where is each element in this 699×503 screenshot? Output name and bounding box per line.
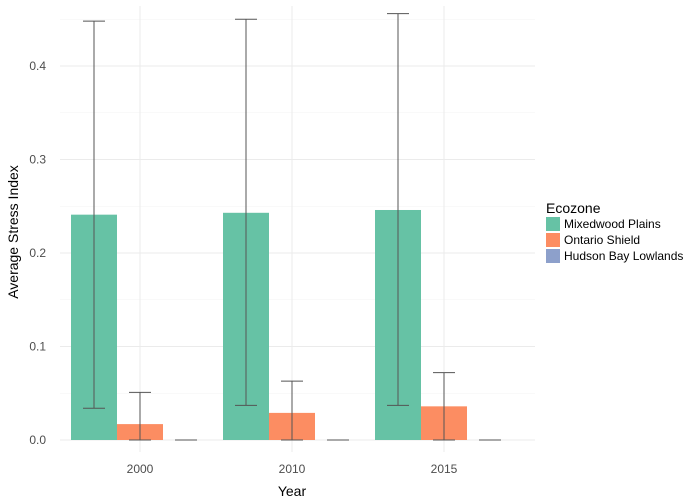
x-axis-ticks: 2000 2010 2015: [127, 462, 458, 476]
y-tick-label: 0.1: [29, 340, 46, 354]
y-axis-title: Average Stress Index: [5, 165, 21, 299]
legend: Ecozone Mixedwood Plains Ontario Shield Hu…: [546, 200, 683, 263]
legend-label: Ontario Shield: [564, 233, 640, 247]
y-tick-label: 0.2: [29, 246, 46, 260]
legend-swatch: [546, 217, 560, 231]
y-tick-label: 0.4: [29, 59, 46, 73]
y-axis-ticks: 0.0 0.1 0.2 0.3 0.4: [29, 59, 46, 447]
error-bar: [129, 391, 151, 441]
error-bar: [83, 20, 105, 409]
error-bar: [235, 18, 257, 406]
legend-label: Mixedwood Plains: [564, 217, 661, 231]
x-tick-label: 2010: [279, 462, 306, 476]
legend-items: Mixedwood Plains Ontario Shield Hudson Bay…: [546, 217, 683, 263]
error-bar: [387, 13, 409, 406]
legend-title: Ecozone: [546, 200, 601, 216]
legend-swatch: [546, 249, 560, 263]
error-bar: [433, 372, 455, 441]
y-tick-label: 0.3: [29, 153, 46, 167]
y-tick-label: 0.0: [29, 433, 46, 447]
x-tick-label: 2015: [431, 462, 458, 476]
legend-label: Hudson Bay Lowlands: [564, 249, 683, 263]
legend-swatch: [546, 233, 560, 247]
error-bar: [281, 380, 303, 441]
grid: [60, 6, 535, 452]
x-axis-title: Year: [278, 483, 307, 499]
error-bars: [83, 13, 501, 441]
x-tick-label: 2000: [127, 462, 154, 476]
